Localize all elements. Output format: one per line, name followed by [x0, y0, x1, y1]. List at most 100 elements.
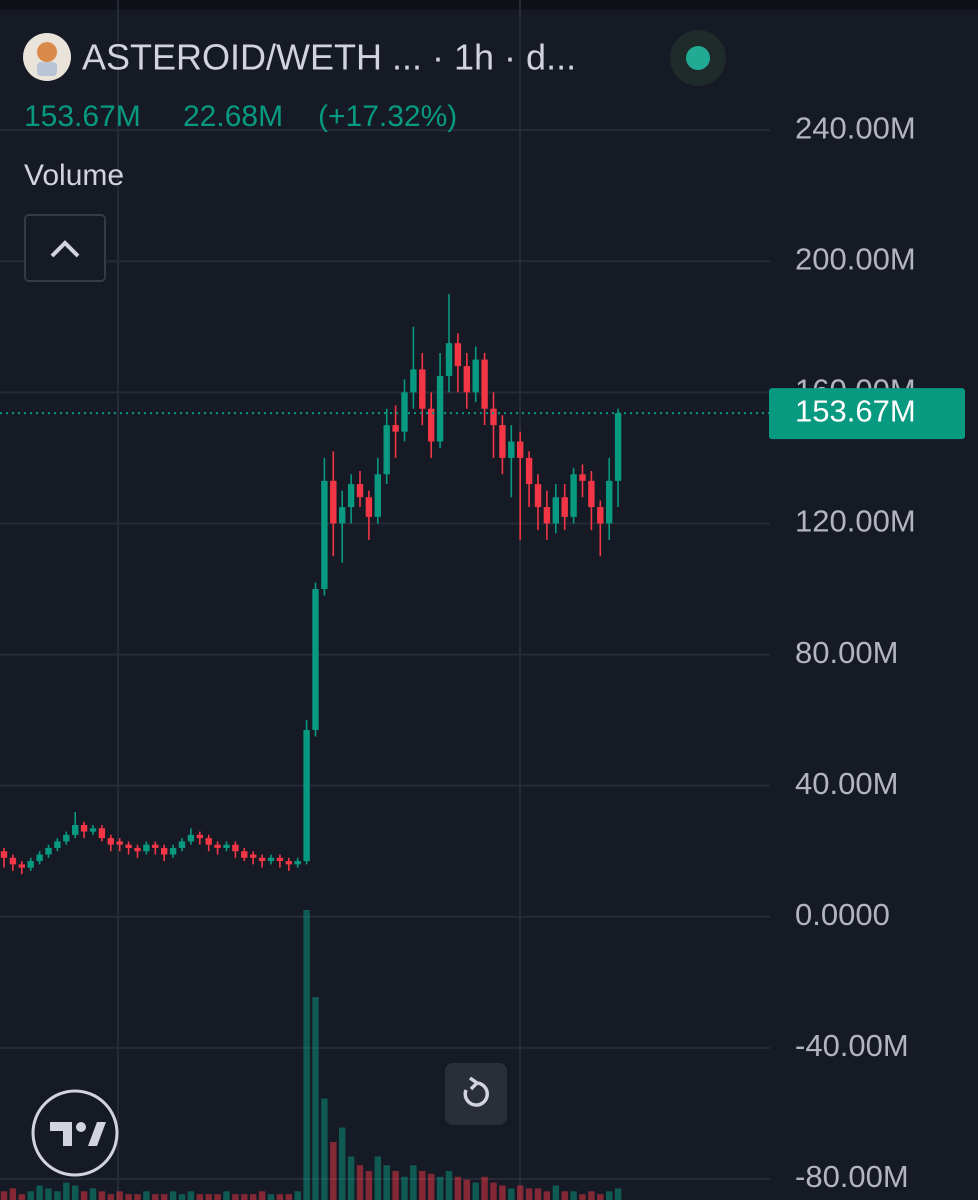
volume-bar	[98, 1191, 106, 1200]
candle-body	[214, 844, 221, 848]
y-tick-label: 0.0000	[795, 897, 890, 932]
volume-bar	[143, 1191, 150, 1200]
candle-body	[347, 484, 355, 508]
volume-bar	[454, 1176, 462, 1200]
volume-bar	[472, 1182, 479, 1200]
price-axis: 240.00M200.00M160.00M120.00M80.00M40.00M…	[769, 110, 965, 1194]
volume-bar	[169, 1191, 177, 1200]
volume-bar	[552, 1185, 559, 1200]
tradingview-logo[interactable]	[31, 1089, 119, 1177]
volume-bar	[250, 1194, 257, 1200]
volume-bar	[72, 1185, 79, 1200]
candle-body	[481, 359, 488, 409]
candle-body	[454, 343, 462, 367]
candle-body	[534, 484, 542, 508]
candle-body	[472, 359, 479, 393]
volume-bar	[303, 910, 310, 1200]
volume-bar	[196, 1194, 203, 1200]
candle-body	[543, 507, 551, 524]
candle-body	[401, 392, 408, 432]
volume-bar	[321, 1098, 328, 1200]
candle-body	[258, 857, 266, 862]
volume-bar	[365, 1171, 373, 1200]
volume-bar	[445, 1171, 453, 1200]
candle-body	[18, 864, 25, 868]
legend-value: 22.68M	[183, 100, 283, 133]
volume-bar	[312, 997, 319, 1200]
volume-bar	[614, 1188, 622, 1200]
collapse-button[interactable]	[24, 214, 106, 282]
volume-bar	[125, 1194, 132, 1200]
candle-body	[80, 825, 88, 832]
volume-bar	[499, 1185, 506, 1200]
y-tick-label: 120.00M	[795, 504, 916, 539]
volume-bar	[339, 1127, 346, 1200]
candle-body	[54, 841, 61, 848]
grid	[0, 0, 770, 1200]
candle-body	[339, 507, 346, 524]
volume-bar	[525, 1188, 533, 1200]
candle-body	[508, 441, 515, 458]
candle-body	[294, 861, 301, 865]
volume-bar	[45, 1188, 52, 1200]
candle-body	[614, 413, 622, 481]
volume-bar	[508, 1188, 515, 1200]
candle-body	[561, 497, 568, 517]
volume-bar	[330, 1142, 337, 1200]
volume-bar	[347, 1156, 355, 1200]
candle-body	[428, 408, 435, 442]
reset-icon-arrow	[468, 1076, 480, 1091]
candle-body	[588, 480, 595, 508]
candle-body	[72, 825, 79, 835]
candle-body	[570, 474, 577, 517]
volume-bar	[419, 1171, 426, 1200]
volume-bar	[36, 1185, 43, 1200]
volume-bar	[161, 1194, 168, 1200]
y-tick-label: -80.00M	[795, 1159, 909, 1194]
y-tick-label: 80.00M	[795, 635, 898, 670]
candle-body	[436, 375, 444, 442]
volume-bar	[214, 1194, 221, 1200]
candle-body	[374, 474, 381, 517]
candle-body	[161, 847, 168, 855]
candle-body	[187, 834, 195, 842]
candle-body	[89, 828, 97, 832]
indicator-label: Volume	[24, 159, 124, 192]
tradingview-mark-dot	[76, 1122, 86, 1132]
volume-bar	[18, 1194, 25, 1200]
volume-bar	[490, 1182, 497, 1200]
candle-body	[178, 841, 186, 848]
volume-bar	[0, 1191, 8, 1200]
candle-body	[169, 847, 177, 855]
candle-body	[330, 480, 337, 524]
volume-bar	[463, 1179, 470, 1200]
volume-bar	[258, 1191, 266, 1200]
header: ASTEROID/WETH ... · 1h · d... 153.67M 22…	[23, 30, 726, 282]
reset-button[interactable]	[445, 1063, 507, 1125]
tradingview-logo-group	[31, 1089, 119, 1177]
candle-body	[196, 834, 203, 839]
volume-bar	[134, 1194, 141, 1200]
candle-body	[152, 844, 159, 848]
volume-bar	[107, 1194, 114, 1200]
volume-bar	[9, 1188, 17, 1200]
volume-bar	[63, 1182, 70, 1200]
candle-body	[9, 857, 17, 865]
candle-body	[63, 834, 70, 842]
candle-body	[597, 507, 604, 524]
symbol-title: ASTEROID/WETH ... · 1h · d...	[82, 37, 576, 78]
last-price-badge	[769, 388, 965, 440]
reset-button-group	[445, 1063, 507, 1125]
candle-body	[98, 828, 106, 839]
volume-bar	[534, 1188, 542, 1200]
candle-body	[116, 841, 123, 845]
volume-bar	[152, 1194, 159, 1200]
candle-body	[410, 369, 417, 393]
candle-body	[525, 457, 533, 485]
candle-body	[552, 497, 559, 524]
candle-body	[143, 844, 150, 852]
volume-bar	[428, 1173, 435, 1200]
volume-bar	[205, 1194, 212, 1200]
candle-body	[223, 844, 230, 848]
